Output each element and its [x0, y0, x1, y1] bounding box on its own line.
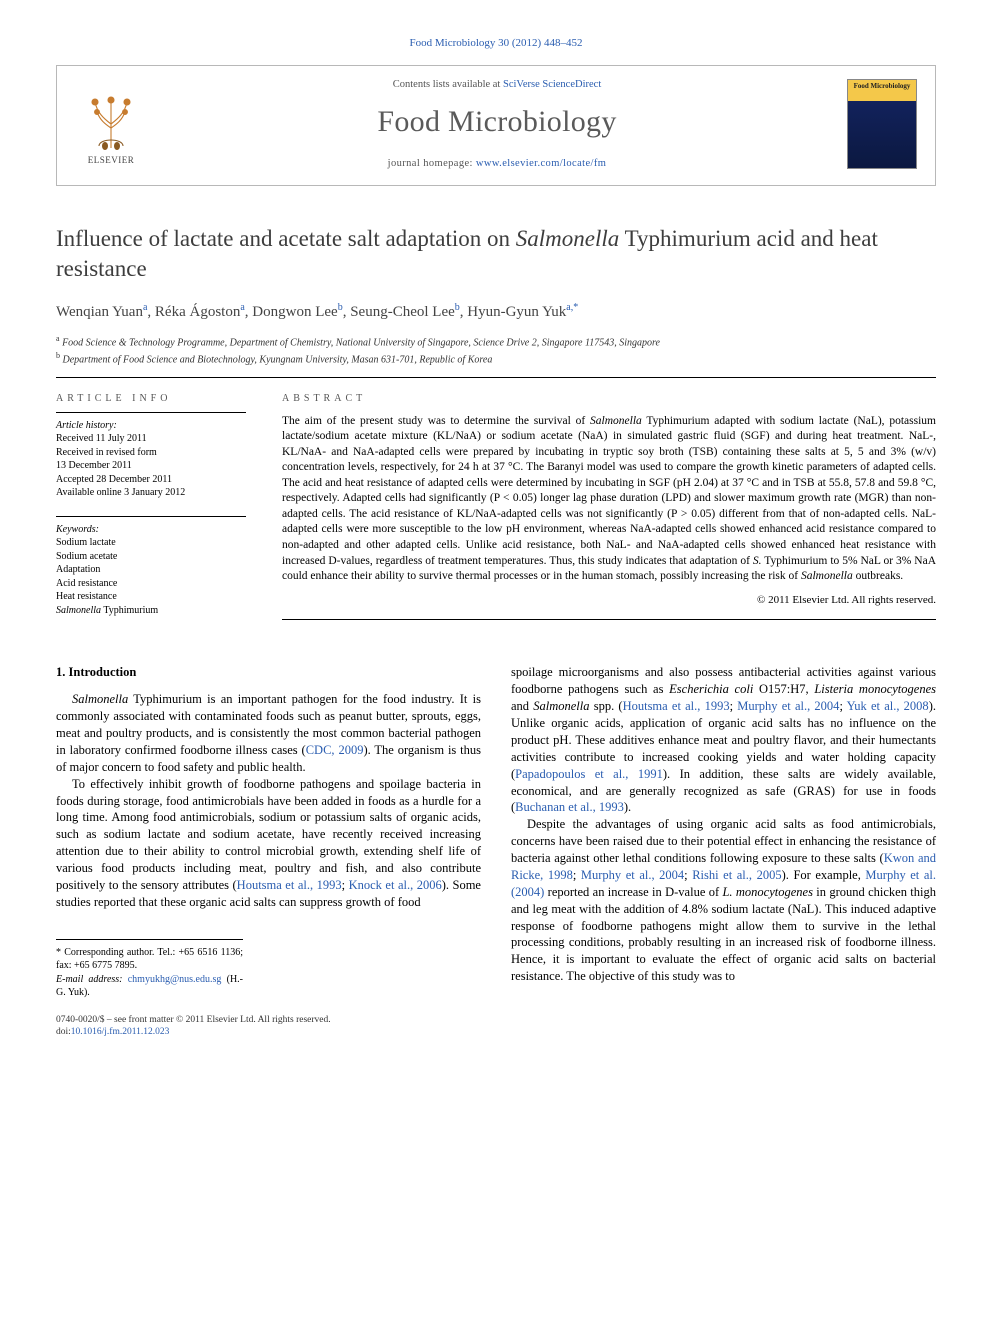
author-affiliation-marker: a [240, 302, 244, 313]
info-rule [56, 412, 246, 413]
author-name: Dongwon Lee [252, 304, 337, 320]
article-title: Influence of lactate and acetate salt ad… [56, 224, 936, 284]
elsevier-label: ELSEVIER [88, 154, 135, 166]
section-title-intro: 1. Introduction [56, 664, 481, 681]
homepage-prefix: journal homepage: [388, 158, 476, 169]
journal-cover-label: Food Microbiology [848, 82, 916, 91]
affiliation-line: b Department of Food Science and Biotech… [56, 350, 936, 367]
footer-left: 0740-0020/$ – see front matter © 2011 El… [56, 1014, 331, 1040]
paragraph: To effectively inhibit growth of foodbor… [56, 776, 481, 911]
author-affiliation-marker: a,* [566, 302, 578, 313]
keyword-item: Sodium acetate [56, 550, 246, 564]
keyword-item: Salmonella Typhimurium [56, 604, 246, 618]
article-info-heading: ARTICLE INFO [56, 392, 246, 406]
article-history: Article history: Received 11 July 2011Re… [56, 419, 246, 500]
separator-rule [56, 377, 936, 378]
history-label: Article history: [56, 420, 117, 431]
history-line: Received 11 July 2011 [56, 432, 246, 446]
history-line: 13 December 2011 [56, 459, 246, 473]
journal-homepage-link[interactable]: www.elsevier.com/locate/fm [476, 158, 606, 169]
elsevier-logo: ELSEVIER [75, 82, 147, 166]
elsevier-tree-icon [85, 94, 137, 150]
page-footer: 0740-0020/$ – see front matter © 2011 El… [56, 1014, 936, 1040]
affiliations: a Food Science & Technology Programme, D… [56, 333, 936, 368]
keywords-label: Keywords: [56, 524, 99, 535]
journal-title: Food Microbiology [165, 102, 829, 143]
abstract-column: ABSTRACT The aim of the present study wa… [282, 392, 936, 620]
header-center: Contents lists available at SciVerse Sci… [165, 78, 829, 171]
keyword-item: Sodium lactate [56, 536, 246, 550]
corresponding-author-footnote: * Corresponding author. Tel.: +65 6516 1… [56, 939, 243, 1000]
right-column: spoilage microorganisms and also possess… [511, 664, 936, 999]
info-rule-2 [56, 516, 246, 517]
paragraph: spoilage microorganisms and also possess… [511, 664, 936, 816]
journal-reference: Food Microbiology 30 (2012) 448–452 [56, 36, 936, 51]
paragraph: Despite the advantages of using organic … [511, 816, 936, 985]
authors-line: Wenqian Yuana, Réka Ágostona, Dongwon Le… [56, 301, 936, 322]
article-info-column: ARTICLE INFO Article history: Received 1… [56, 392, 246, 620]
keywords-block: Keywords: Sodium lactateSodium acetateAd… [56, 523, 246, 618]
abstract-bottom-rule [282, 619, 936, 620]
affiliation-line: a Food Science & Technology Programme, D… [56, 333, 936, 350]
author-name: Réka Ágoston [155, 304, 240, 320]
author-affiliation-marker: a [143, 302, 147, 313]
history-line: Accepted 28 December 2011 [56, 473, 246, 487]
left-column: 1. Introduction Salmonella Typhimurium i… [56, 664, 481, 999]
info-abstract-row: ARTICLE INFO Article history: Received 1… [56, 392, 936, 620]
author-affiliation-marker: b [338, 302, 343, 313]
corr-email-link[interactable]: chmyukhg@nus.edu.sg [128, 974, 222, 985]
abstract-heading: ABSTRACT [282, 392, 936, 406]
keyword-item: Heat resistance [56, 590, 246, 604]
abstract-copyright: © 2011 Elsevier Ltd. All rights reserved… [282, 593, 936, 608]
keyword-item: Acid resistance [56, 577, 246, 591]
paragraph: Salmonella Typhimurium is an important p… [56, 691, 481, 775]
author-name: Hyun-Gyun Yuk [467, 304, 566, 320]
sciencedirect-link[interactable]: SciVerse ScienceDirect [503, 79, 601, 90]
corr-author-line: * Corresponding author. Tel.: +65 6516 1… [56, 946, 243, 973]
email-label: E-mail address: [56, 974, 123, 985]
issn-line: 0740-0020/$ – see front matter © 2011 El… [56, 1014, 331, 1027]
contents-prefix: Contents lists available at [393, 79, 503, 90]
keyword-item: Adaptation [56, 563, 246, 577]
history-line: Available online 3 January 2012 [56, 486, 246, 500]
doi-prefix: doi: [56, 1027, 71, 1037]
journal-header-box: ELSEVIER Contents lists available at Sci… [56, 65, 936, 186]
author-affiliation-marker: b [455, 302, 460, 313]
doi-link[interactable]: 10.1016/j.fm.2011.12.023 [71, 1027, 170, 1037]
history-line: Received in revised form [56, 446, 246, 460]
journal-homepage-line: journal homepage: www.elsevier.com/locat… [165, 157, 829, 171]
journal-cover-thumbnail: Food Microbiology [847, 79, 917, 169]
author-name: Wenqian Yuan [56, 304, 143, 320]
abstract-text: The aim of the present study was to dete… [282, 414, 936, 585]
contents-available-line: Contents lists available at SciVerse Sci… [165, 78, 829, 92]
body-columns: 1. Introduction Salmonella Typhimurium i… [56, 664, 936, 999]
author-name: Seung-Cheol Lee [350, 304, 455, 320]
